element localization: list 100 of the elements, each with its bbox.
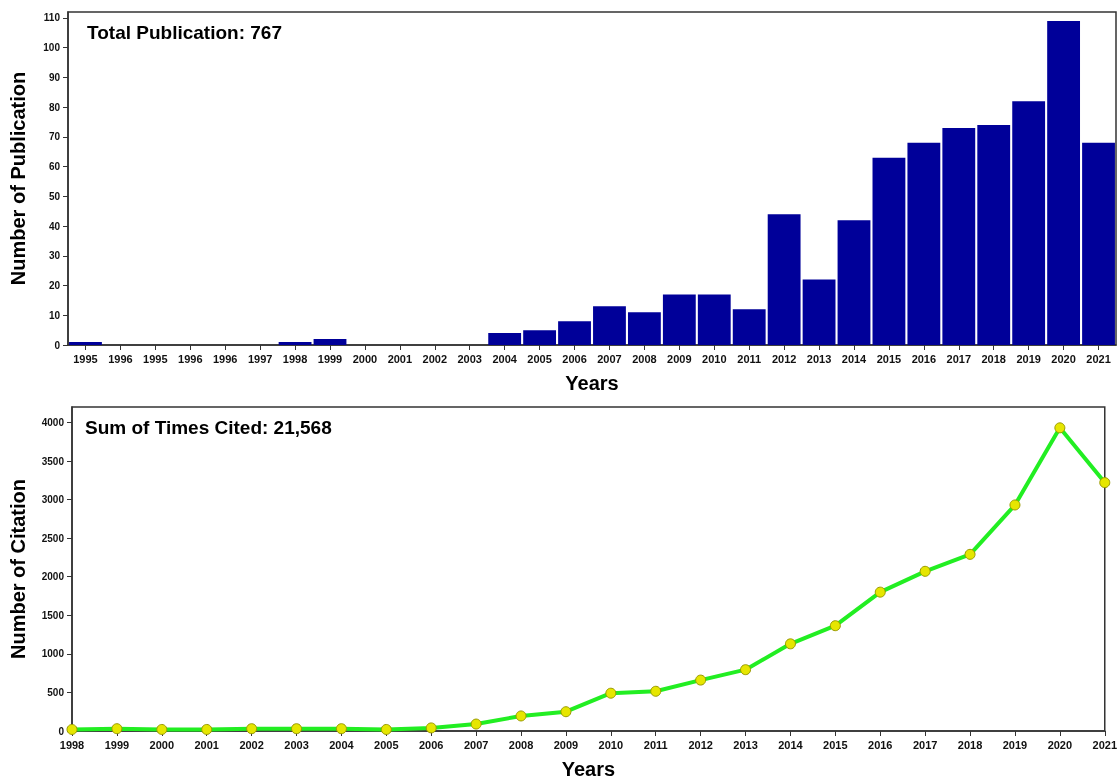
x-tick-label: 2015: [823, 738, 848, 751]
x-tick-label: 2009: [667, 352, 692, 365]
x-tick-label: 2002: [422, 352, 448, 365]
x-tick-label: 2014: [778, 738, 804, 751]
bar: [278, 342, 312, 345]
bar: [697, 294, 731, 345]
x-tick-label: 2008: [508, 738, 534, 751]
x-tick-label: 2001: [194, 738, 219, 751]
x-tick-label: 2016: [868, 738, 893, 751]
bar: [767, 214, 801, 345]
y-tick-label: 50: [48, 190, 61, 202]
x-tick-label: 2021: [1086, 352, 1111, 365]
y-tick-label: 30: [48, 250, 61, 262]
y-tick-label: 90: [48, 71, 61, 83]
y-tick-label: 0: [54, 339, 61, 351]
bar: [558, 321, 591, 345]
y-tick-label: 4000: [41, 416, 65, 428]
x-tick-label: 1996: [178, 352, 203, 365]
bar: [593, 306, 626, 345]
x-tick-label: 2013: [806, 352, 832, 365]
x-tick-label: 1995: [73, 352, 98, 365]
y-tick-label: 20: [48, 280, 61, 292]
y-tick-label: 1000: [41, 648, 65, 660]
x-tick-label: 1997: [247, 352, 273, 365]
bar: [732, 309, 766, 345]
bar: [907, 142, 941, 345]
x-tick-label: 2018: [981, 352, 1006, 365]
x-tick-label: 2021: [1092, 738, 1118, 751]
y-tick-label: 500: [47, 686, 65, 698]
x-tick-label: 2009: [553, 738, 579, 751]
bar: [1082, 142, 1115, 345]
bar: [523, 330, 557, 345]
y-tick-label: 80: [48, 101, 61, 113]
x-tick-label: 2006: [562, 352, 587, 365]
x-tick-label: 2007: [463, 738, 489, 751]
x-tick-label: 2001: [387, 352, 413, 365]
x-tick-label: 2003: [284, 738, 309, 751]
bar: [488, 333, 522, 345]
x-tick-label: 2005: [374, 738, 399, 751]
x-tick-label: 1999: [104, 738, 130, 751]
x-tick-label: 1998: [59, 738, 85, 751]
x-tick-label: 2013: [733, 738, 758, 751]
x-tick-label: 2011: [737, 352, 762, 365]
x-tick-label: 2018: [957, 738, 983, 751]
y-tick-label: 60: [48, 161, 61, 173]
bar: [942, 127, 976, 345]
x-tick-label: 2011: [643, 738, 668, 751]
bar: [313, 339, 347, 345]
bar: [977, 124, 1011, 345]
bar: [1012, 101, 1046, 345]
x-tick-label: 2020: [1051, 352, 1076, 365]
x-tick-label: 2015: [876, 352, 902, 365]
y-tick-label: 70: [48, 131, 61, 143]
x-tick-label: 1998: [282, 352, 308, 365]
text: Total Publication: 767: [87, 22, 282, 43]
x-axis-title: Years: [561, 758, 616, 780]
x-tick-label: 2002: [239, 738, 264, 751]
x-tick-label: 1996: [212, 352, 238, 365]
x-tick-label: 1996: [108, 352, 133, 365]
x-tick-label: 2019: [1016, 352, 1041, 365]
bar: [69, 342, 102, 345]
x-tick-label: 2004: [492, 352, 518, 365]
x-tick-label: 2000: [149, 738, 175, 751]
x-tick-label: 2012: [688, 738, 713, 751]
y-tick-label: 1500: [41, 609, 65, 621]
bar: [802, 279, 836, 345]
x-axis-title: Years: [565, 372, 619, 394]
x-tick-label: 2017: [912, 738, 938, 751]
x-tick-label: 2010: [702, 352, 727, 365]
x-tick-label: 2000: [352, 352, 378, 365]
bar: [627, 312, 661, 345]
x-tick-label: 2010: [598, 738, 624, 751]
x-tick-label: 2014: [841, 352, 868, 365]
x-tick-label: 2016: [911, 352, 937, 365]
x-tick-label: 2004: [329, 738, 355, 751]
y-tick-label: 110: [43, 12, 61, 24]
x-tick-label: 2012: [771, 352, 797, 365]
y-axis-title: Number of Publication: [7, 71, 29, 286]
x-tick-label: 2008: [632, 352, 657, 365]
y-tick-label: 2500: [41, 532, 65, 544]
x-tick-label: 2006: [418, 738, 444, 751]
y-tick-label: 3500: [41, 455, 65, 467]
x-tick-label: 2020: [1047, 738, 1073, 751]
x-tick-label: 1999: [317, 352, 343, 365]
y-tick-label: 0: [58, 725, 65, 737]
x-tick-label: 2005: [527, 352, 552, 365]
y-tick-label: 100: [43, 42, 61, 54]
bar: [662, 294, 696, 345]
bar: [872, 157, 906, 345]
bar: [1047, 20, 1081, 345]
x-tick-label: 2017: [946, 352, 972, 365]
x-tick-label: 2019: [1002, 738, 1028, 751]
y-axis-title: Number of Citation: [7, 479, 29, 659]
text: Sum of Times Cited: 21,568: [85, 417, 332, 438]
y-tick-label: 3000: [41, 494, 65, 506]
y-tick-label: 2000: [41, 571, 65, 583]
x-tick-label: 2007: [597, 352, 622, 365]
x-tick-label: 1995: [143, 352, 168, 365]
y-tick-label: 10: [48, 309, 61, 321]
bar: [837, 220, 871, 345]
